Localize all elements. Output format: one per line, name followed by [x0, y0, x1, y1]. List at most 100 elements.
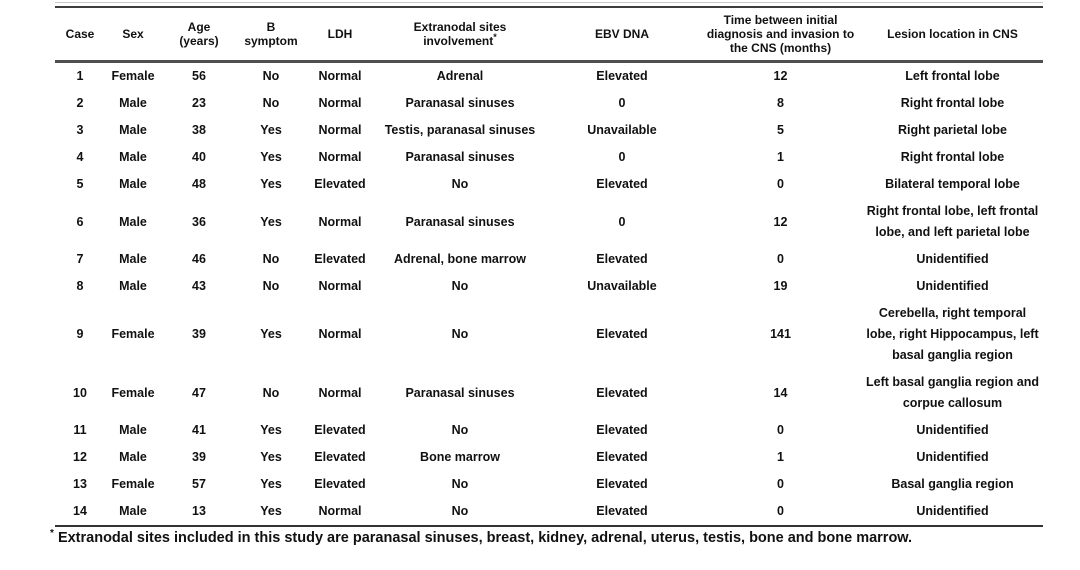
cell-sex: Male [119, 252, 147, 266]
column-header-label: Extranodal sites involvement [413, 20, 507, 48]
cell-ldh: Normal [318, 279, 362, 293]
cell-b-symptom: Yes [260, 504, 282, 518]
cell-sex: Male [119, 123, 147, 137]
cell-extranodal: No [451, 177, 469, 191]
cell-b-symptom: Yes [260, 150, 282, 164]
cell-b-symptom: No [262, 96, 280, 110]
column-header-label: Lesion location in CNS [887, 27, 1018, 41]
cell-sex: Male [119, 214, 147, 229]
cell-extranodal: Paranasal sinuses [405, 96, 515, 110]
cell-ebv-dna: Elevated [596, 423, 648, 437]
table-row: 12 Male 39 Yes Elevated Bone marrow Elevated 1 U… [55, 444, 1043, 471]
table-header: Case Sex Age (years) B symptom LDH Extra… [55, 7, 1043, 62]
cell-b-symptom: Yes [260, 214, 282, 229]
top-faint-rule [55, 2, 1043, 6]
cell-extranodal: Adrenal, bone marrow [394, 252, 526, 266]
cell-sex: Female [111, 327, 155, 341]
table-row: 8 Male 43 No Normal No Unavailable 19 Unidentifi… [55, 273, 1043, 300]
cell-ebv-dna: Elevated [596, 69, 648, 83]
column-header-label: B symptom [244, 20, 298, 48]
cell-time-months: 5 [777, 123, 784, 137]
column-header-label: Sex [122, 27, 144, 41]
cell-ldh: Normal [318, 214, 362, 229]
cell-lesion-location: Unidentified [916, 279, 989, 293]
cell-b-symptom: Yes [260, 450, 282, 464]
cell-sex: Male [119, 504, 147, 518]
cell-lesion-location: Unidentified [916, 252, 989, 266]
cell-b-symptom: Yes [260, 423, 282, 437]
cell-time-months: 141 [770, 327, 791, 341]
extranodal-asterisk: * [493, 32, 497, 42]
cell-time-months: 0 [777, 177, 784, 191]
header-row: Case Sex Age (years) B symptom LDH Extra… [55, 7, 1043, 62]
cell-ldh: Normal [318, 327, 362, 341]
footnote: * Extranodal sites included in this stud… [50, 528, 913, 546]
case-table-wrap: Case Sex Age (years) B symptom LDH Extra… [55, 2, 1043, 527]
cell-case: 9 [76, 327, 84, 341]
cell-ldh: Normal [318, 504, 362, 518]
cell-case: 11 [73, 423, 87, 437]
column-header-ebv-dna: EBV DNA [545, 7, 699, 62]
column-header-ldh: LDH [305, 7, 375, 62]
cell-ebv-dna: Elevated [596, 504, 648, 518]
table-row: 14 Male 13 Yes Normal No Elevated 0 Unidentified [55, 498, 1043, 526]
cell-case: 10 [73, 385, 87, 400]
cell-ldh: Normal [318, 123, 362, 137]
table-row: 2 Male 23 No Normal Paranasal sinuses 0 8 Right … [55, 90, 1043, 117]
cell-sex: Female [111, 385, 155, 400]
table-row: 4 Male 40 Yes Normal Paranasal sinuses 0 1 Right… [55, 144, 1043, 171]
column-header-lesion-location: Lesion location in CNS [862, 7, 1043, 62]
column-header-time-months: Time between initial diagnosis and invas… [699, 7, 862, 62]
cell-case: 13 [73, 477, 87, 491]
cell-b-symptom: Yes [260, 177, 282, 191]
table-row: 1 Female 56 No Normal Adrenal Elevated 12 Left f… [55, 62, 1043, 91]
column-header-b-symptom: B symptom [237, 7, 305, 62]
cell-time-months: 8 [777, 96, 784, 110]
cell-sex: Male [119, 150, 147, 164]
cell-age: 56 [192, 69, 206, 83]
cell-age: 47 [192, 385, 206, 400]
cell-sex: Female [111, 477, 155, 491]
column-header-extranodal: Extranodal sites involvement* [375, 7, 545, 62]
table-row: 7 Male 46 No Elevated Adrenal, bone marrow Ele… [55, 246, 1043, 273]
cell-ebv-dna: Elevated [596, 252, 648, 266]
footnote-asterisk: * [50, 528, 54, 540]
cell-ebv-dna: 0 [618, 150, 626, 164]
cell-age: 46 [192, 252, 206, 266]
cell-ebv-dna: Elevated [596, 477, 648, 491]
cell-ldh: Elevated [314, 177, 366, 191]
cell-sex: Male [119, 423, 147, 437]
cell-ebv-dna: 0 [618, 96, 626, 110]
table-row: 10 Female 47 No Normal Paranasal sinuses Eleva… [55, 369, 1043, 417]
cell-case: 4 [76, 150, 84, 164]
cell-sex: Male [119, 96, 147, 110]
cell-ebv-dna: Elevated [596, 327, 648, 341]
cell-case: 12 [73, 450, 87, 464]
cell-ebv-dna: Unavailable [587, 279, 657, 293]
table-row: 13 Female 57 Yes Elevated No Elevated 0 Basal ga… [55, 471, 1043, 498]
cell-b-symptom: Yes [260, 477, 282, 491]
cell-lesion-location: Right frontal lobe [900, 96, 1005, 110]
column-header-label: EBV DNA [594, 27, 649, 41]
cell-age: 41 [192, 423, 206, 437]
cell-extranodal: Bone marrow [420, 450, 500, 464]
cell-b-symptom: No [262, 252, 280, 266]
cell-ebv-dna: 0 [618, 214, 626, 229]
footnote-text: Extranodal sites included in this study … [57, 530, 913, 546]
cell-age: 36 [192, 214, 206, 229]
cell-extranodal: Adrenal [436, 69, 484, 83]
cell-lesion-location: Left frontal lobe [905, 69, 1000, 83]
table-body: 1 Female 56 No Normal Adrenal Elevated 12 Left f… [55, 62, 1043, 527]
cell-lesion-location: Right parietal lobe [897, 123, 1008, 137]
cell-ebv-dna: Elevated [596, 177, 648, 191]
cell-extranodal: No [451, 423, 469, 437]
cell-age: 38 [192, 123, 206, 137]
cell-sex: Female [111, 69, 155, 83]
cell-time-months: 12 [773, 214, 788, 229]
cell-ldh: Normal [318, 150, 362, 164]
column-header-label: Time between initial diagnosis and invas… [706, 13, 855, 55]
cell-ldh: Normal [318, 69, 362, 83]
cell-lesion-location: Right frontal lobe [900, 150, 1005, 164]
cell-extranodal: Paranasal sinuses [405, 214, 515, 229]
cell-b-symptom: Yes [260, 123, 282, 137]
